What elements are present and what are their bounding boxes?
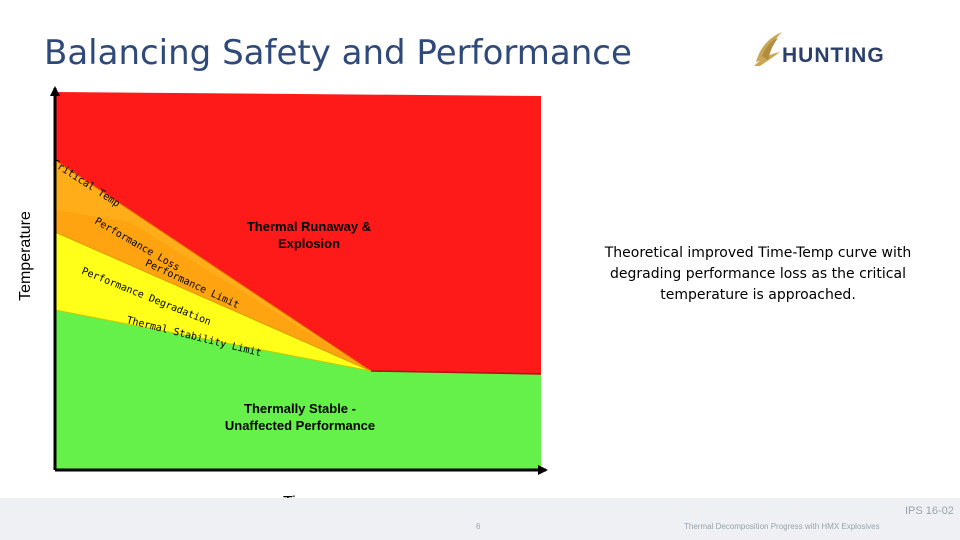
performance-limit-line xyxy=(54,231,372,372)
logo-text: HUNTING xyxy=(782,44,885,67)
critical-temp-line xyxy=(54,159,372,372)
hunting-logo: HUNTING xyxy=(752,28,922,78)
footer-code: IPS 16-02 xyxy=(905,505,954,517)
slide-title: Balancing Safety and Performance xyxy=(44,33,632,73)
runaway-region xyxy=(55,92,541,374)
runaway-boundary-line xyxy=(370,370,542,375)
performance-limit-band xyxy=(55,210,371,371)
curve-note: Theoretical improved Time-Temp curve wit… xyxy=(604,245,912,303)
stability-limit-line xyxy=(54,309,372,372)
wing-logo-icon xyxy=(754,32,782,66)
page-number: 6 xyxy=(476,522,481,531)
y-axis-label: Temperature xyxy=(17,211,34,301)
footer-bar xyxy=(0,498,960,540)
footer-text: Thermal Decomposition Progress with HMX … xyxy=(684,522,880,531)
stable-region xyxy=(55,310,541,470)
runaway-region-label: Thermal Runaway & Explosion xyxy=(246,219,372,251)
stable-region-label: Thermally Stable - Unaffected Performanc… xyxy=(224,401,376,433)
